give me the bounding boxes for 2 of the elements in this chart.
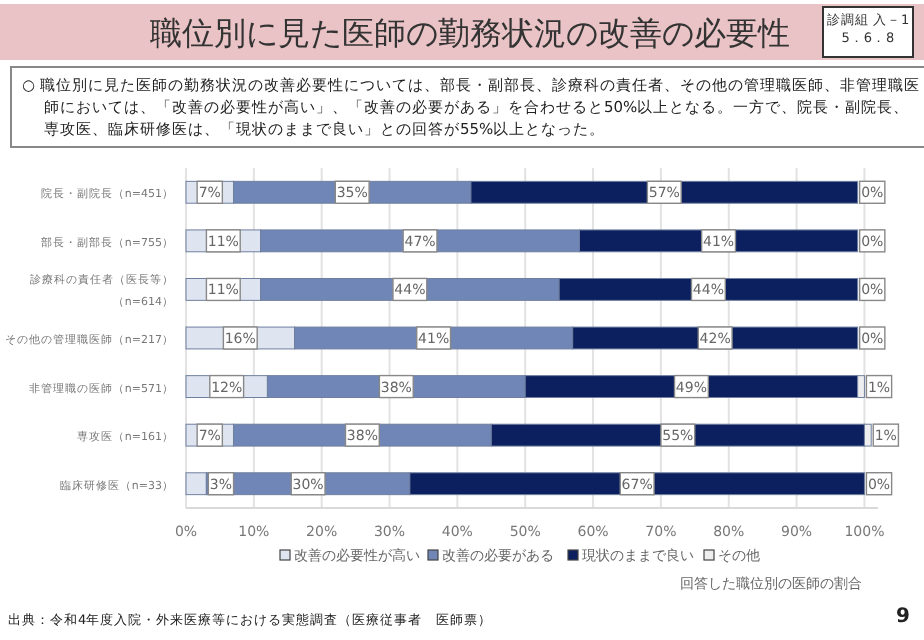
chart-title: 職位別に見た医師の勤務状況の改善の必要性 [148, 14, 792, 56]
text: 9 [896, 606, 910, 628]
